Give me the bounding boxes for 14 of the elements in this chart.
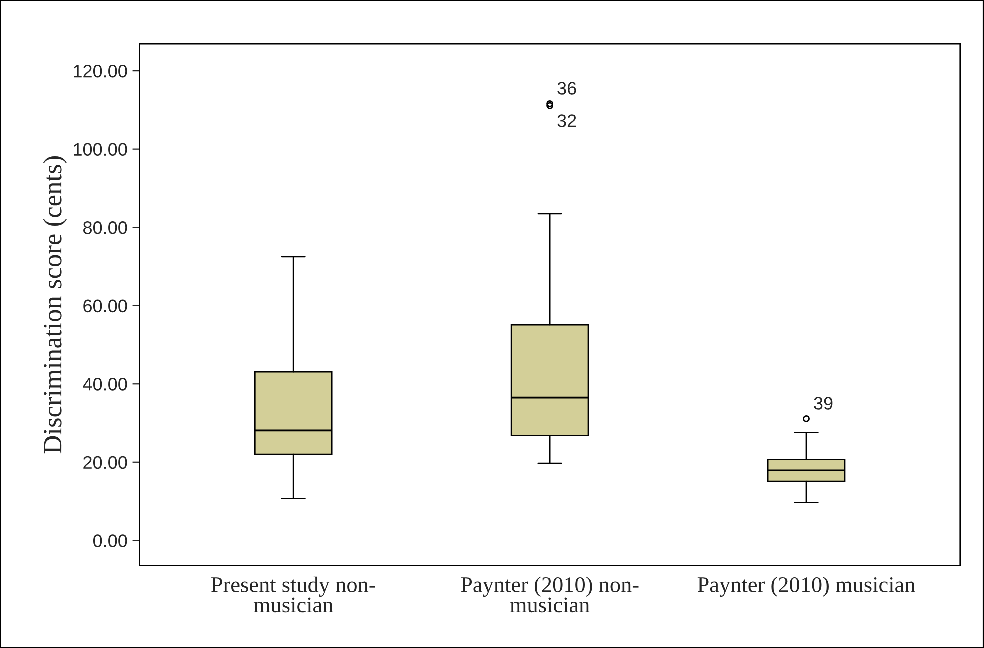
x-tick-label: Paynter (2010) non- musician [461, 576, 639, 613]
y-tick-label: 40.00 [83, 378, 128, 391]
y-tick-label: 100.00 [74, 143, 128, 156]
annotation: 32 [558, 114, 576, 128]
annotation: 36 [558, 82, 576, 95]
y-tick-label: 20.00 [84, 456, 128, 470]
y-axis-title: Discrimination score (cents) [43, 156, 68, 454]
y-tick-label: 120.00 [74, 65, 128, 78]
y-tick-label: 80.00 [84, 222, 128, 234]
x-tick-label: Paynter (2010) musician [698, 576, 916, 598]
annotation: 39 [814, 397, 833, 410]
x-tick-label: Present study non- musician [212, 576, 376, 613]
y-tick-label: 60.00 [84, 300, 128, 313]
y-tick-label: 0.00 [93, 534, 128, 548]
